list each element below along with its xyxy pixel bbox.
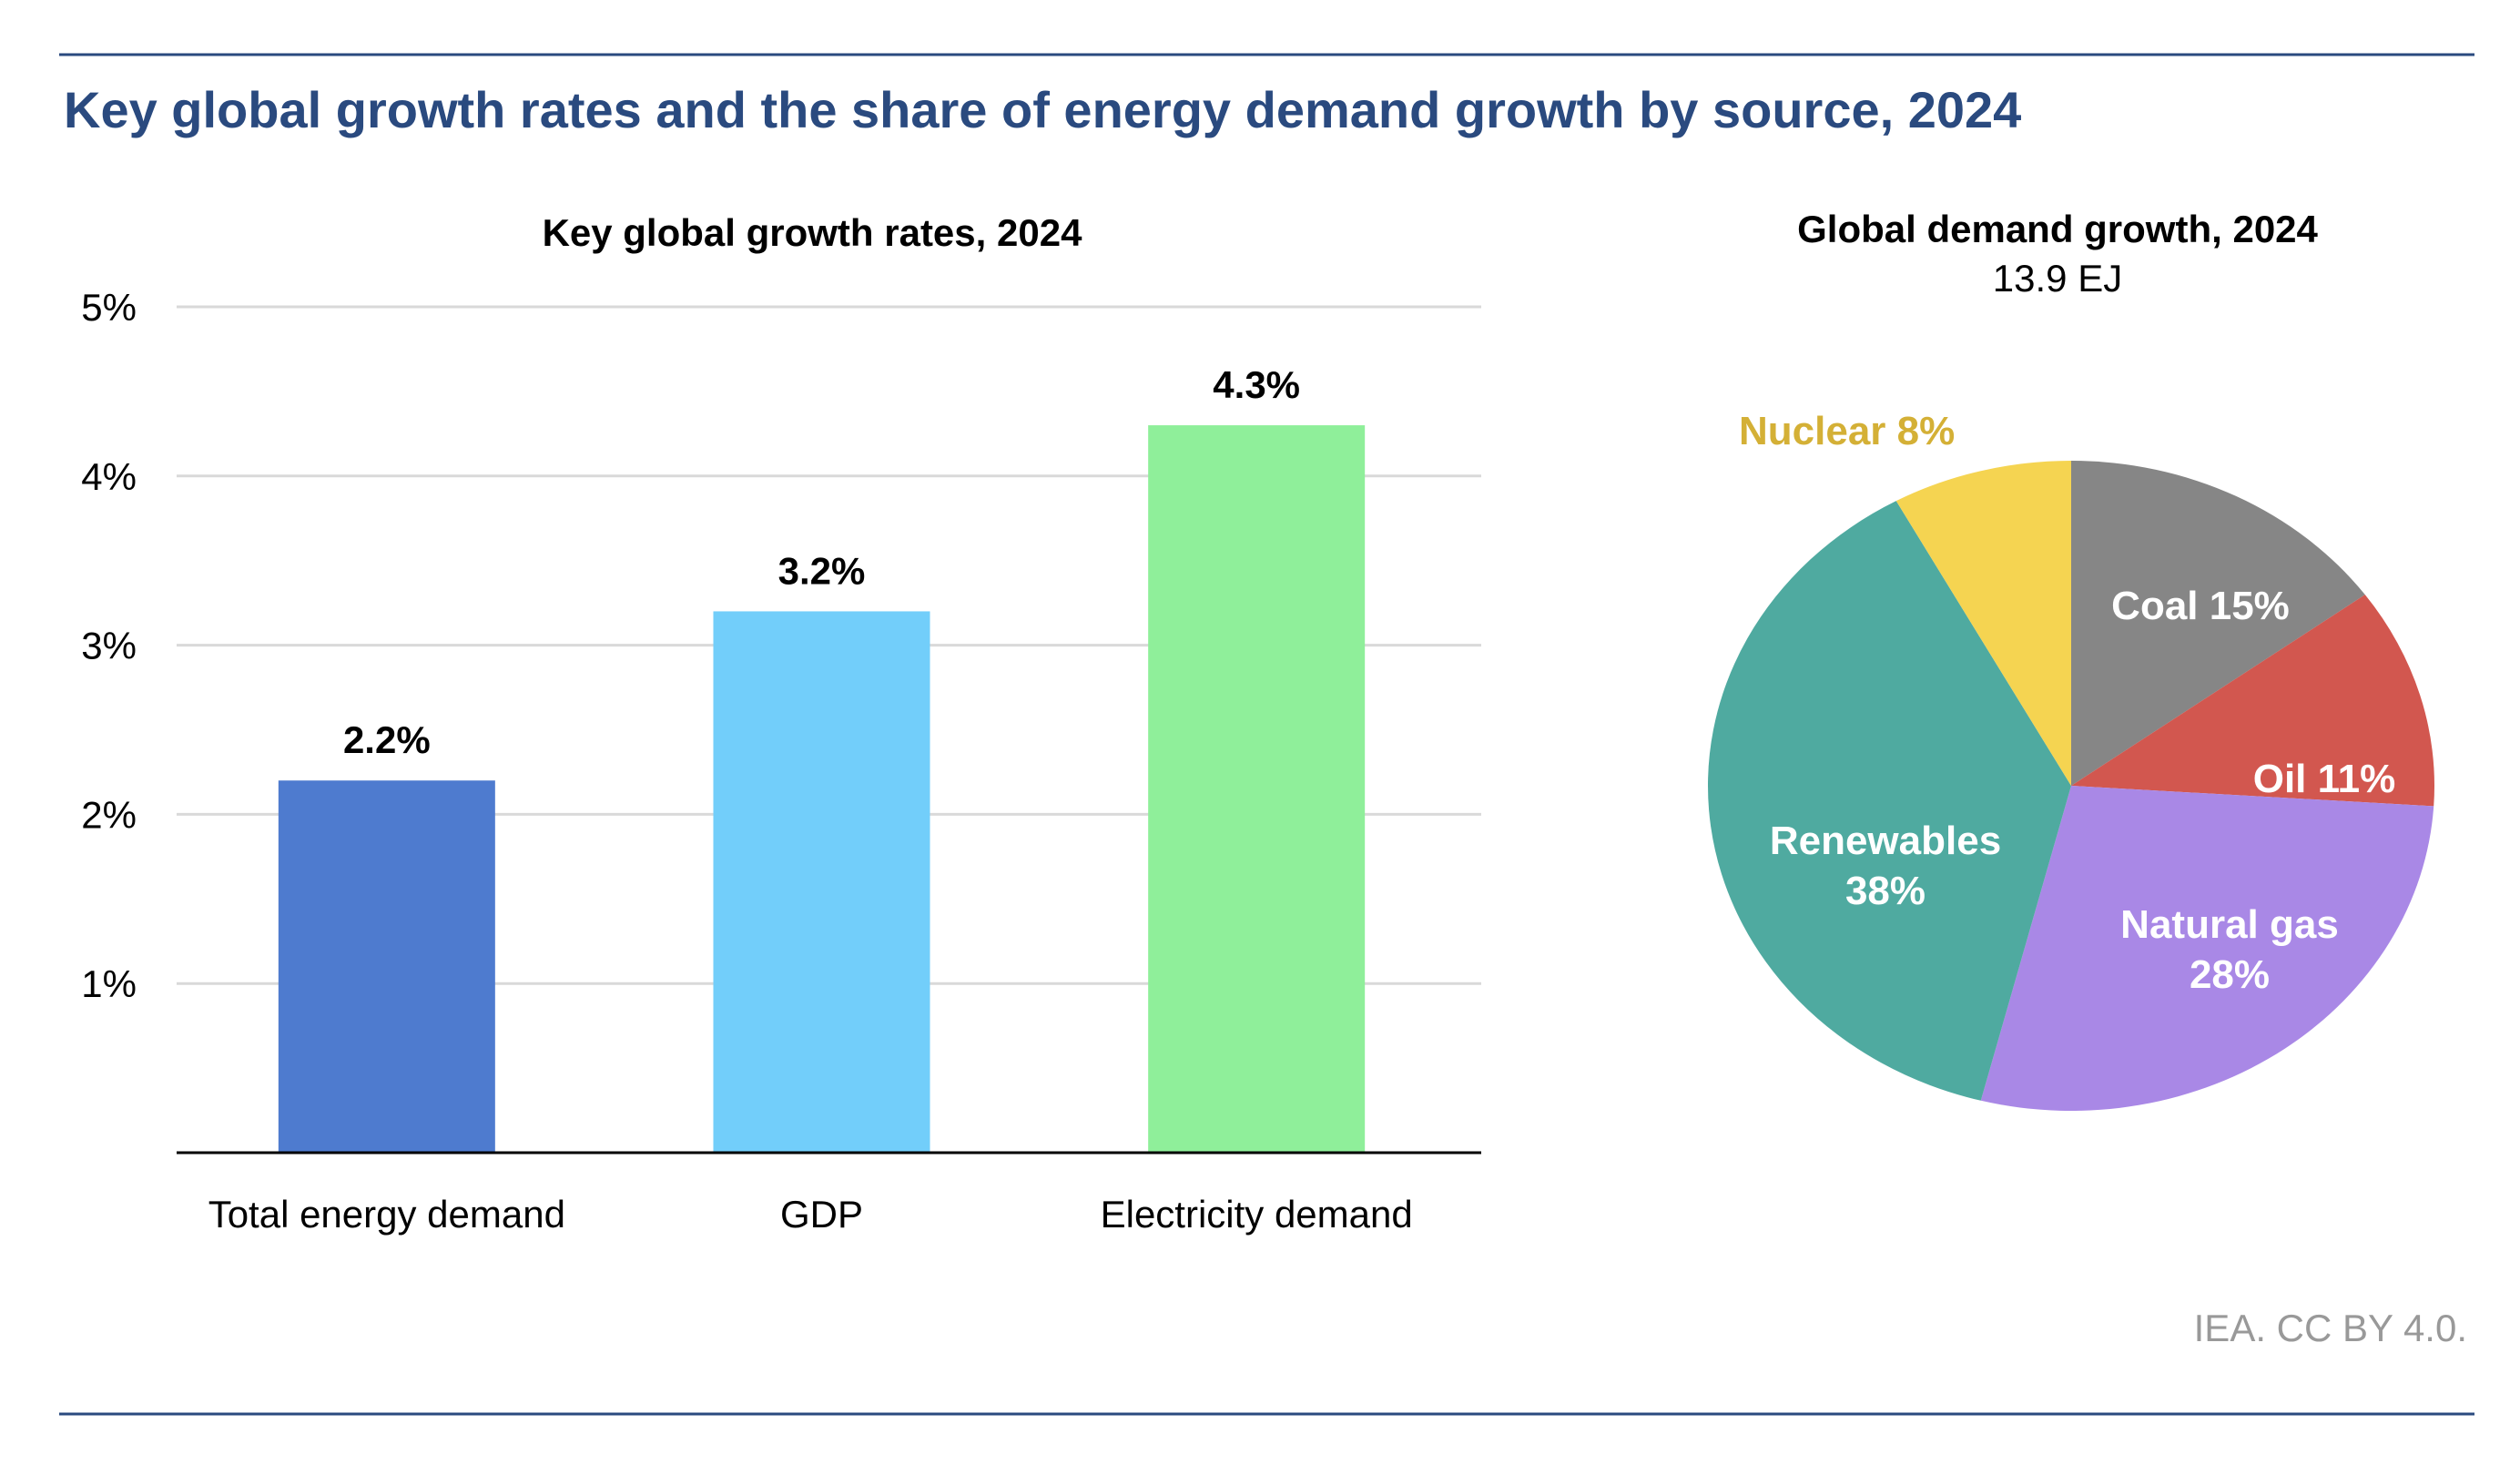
bar-data-label: 3.2% [778, 549, 866, 592]
credit: IEA. CC BY 4.0. [2194, 1307, 2467, 1349]
pie-label-renewables: Renewables [1770, 819, 2001, 863]
pie-slice-natural-gas [1980, 786, 2434, 1111]
pie-label-natural-gas-value: 28% [2190, 952, 2270, 997]
y-tick-label: 1% [81, 962, 137, 1005]
pie-slice-oil [2071, 595, 2434, 807]
pie-slice-renewables [1708, 501, 2071, 1101]
pie-label-coal: Coal 15% [2111, 584, 2290, 628]
pie-chart: Global demand growth, 2024 13.9 EJ Coal … [1708, 208, 2434, 1111]
pie-label-nuclear: Nuclear 8% [1739, 409, 1955, 453]
bar-data-label: 4.3% [1213, 363, 1300, 406]
y-tick-label: 5% [81, 286, 137, 329]
pie-label-renewables-value: 38% [1845, 869, 1926, 913]
pie-chart-subtitle: 13.9 EJ [1993, 257, 2122, 300]
bar [278, 780, 495, 1153]
y-tick-label: 2% [81, 793, 137, 836]
pie-slice-coal [2071, 461, 2365, 786]
bar-chart: Key global growth rates, 2024 1% 2% 3% 4% 5%… [81, 211, 1481, 1236]
y-tick-label: 4% [81, 455, 137, 498]
bar [713, 611, 930, 1153]
bar [1148, 425, 1366, 1153]
pie-label-oil: Oil 11% [2253, 757, 2396, 801]
x-category-label: Total energy demand [208, 1193, 565, 1236]
figure-title: Key global growth rates and the share of… [64, 81, 2021, 138]
pie-label-natural-gas: Natural gas [2120, 902, 2339, 947]
x-category-label: Electricity demand [1101, 1193, 1413, 1236]
bar-data-label: 2.2% [343, 718, 431, 761]
bar-chart-title: Key global growth rates, 2024 [543, 211, 1083, 254]
y-tick-label: 3% [81, 625, 137, 667]
x-category-label: GDP [780, 1193, 863, 1236]
pie-chart-title: Global demand growth, 2024 [1797, 208, 2318, 250]
pie-slice-nuclear [1895, 461, 2071, 786]
